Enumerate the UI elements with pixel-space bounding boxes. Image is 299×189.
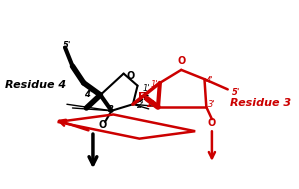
Text: F: F	[143, 92, 149, 102]
Text: Residue 3: Residue 3	[231, 98, 292, 108]
Text: 1': 1'	[142, 84, 150, 93]
Text: 2': 2'	[147, 100, 155, 109]
Text: O: O	[98, 120, 106, 130]
Text: O: O	[177, 56, 185, 66]
Text: 2': 2'	[137, 101, 144, 110]
Text: 5': 5'	[232, 88, 241, 97]
Text: F: F	[138, 92, 146, 102]
Text: 1': 1'	[150, 80, 158, 89]
Text: 3': 3'	[208, 100, 216, 109]
Text: O: O	[126, 71, 135, 81]
Text: 4': 4'	[206, 76, 214, 85]
Text: 3: 3	[108, 105, 114, 114]
Text: 5': 5'	[63, 41, 71, 50]
Text: O: O	[208, 118, 216, 128]
Text: 4': 4'	[84, 90, 93, 98]
Text: Residue 4: Residue 4	[5, 80, 66, 90]
